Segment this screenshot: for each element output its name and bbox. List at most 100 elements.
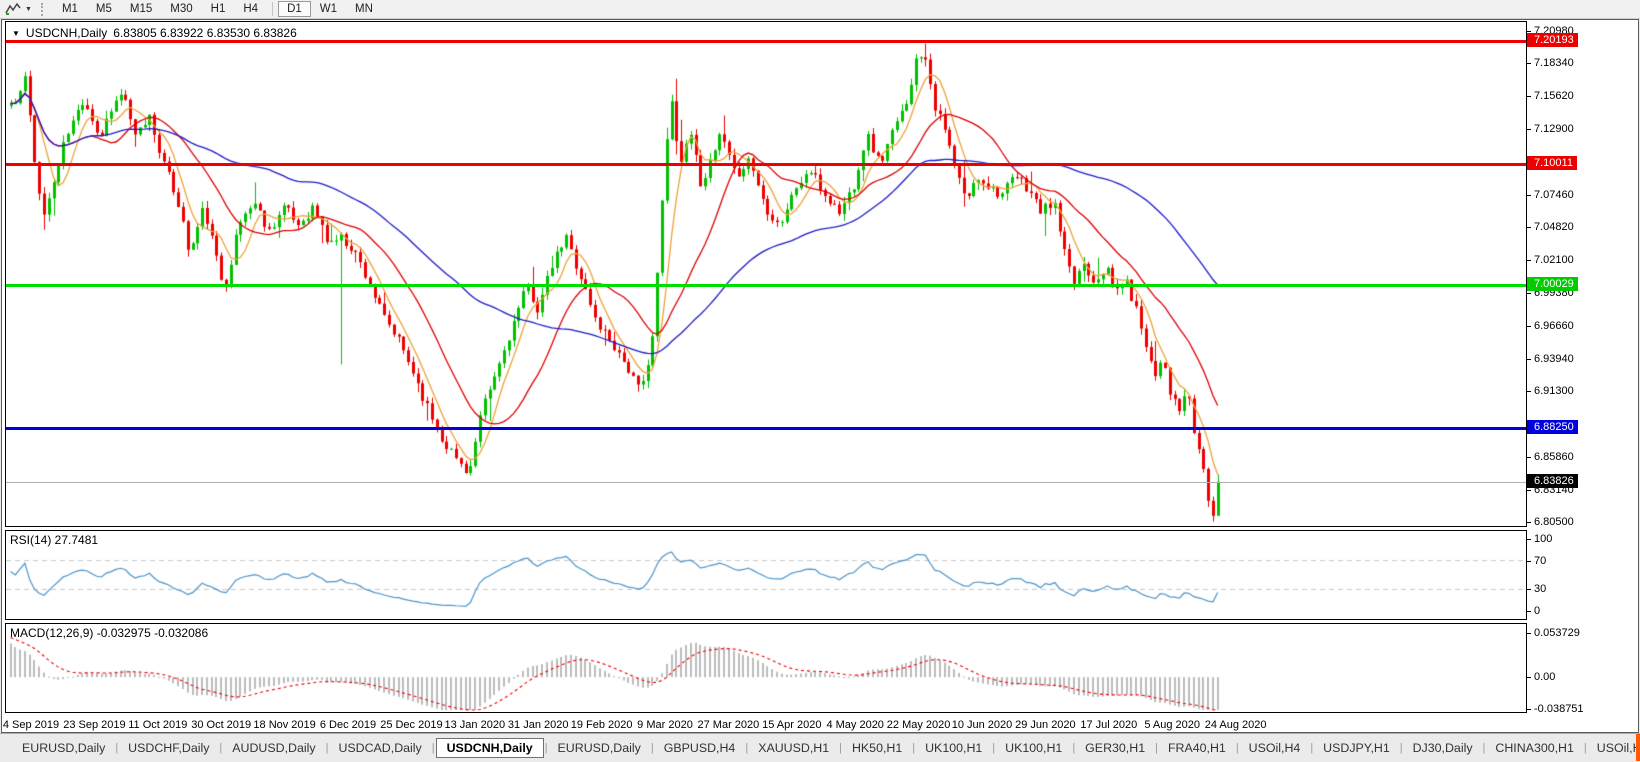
tab-usdcad-daily[interactable]: USDCAD,Daily (338, 741, 422, 755)
timeframe-button-m15[interactable]: M15 (129, 3, 153, 15)
price-tick-label: 7.18340 (1527, 56, 1574, 70)
tab-xauusd-h1[interactable]: XAUUSD,H1 (758, 741, 830, 755)
price-tick-label: 7.04820 (1527, 220, 1574, 234)
date-label: 11 Oct 2019 (128, 719, 188, 731)
date-label: 5 Aug 2020 (1144, 719, 1201, 731)
support-badge-blue: 6.88250 (1527, 420, 1578, 435)
tab-audusd-daily[interactable]: AUDUSD,Daily (232, 741, 316, 755)
tab-china300-h1[interactable]: CHINA300,H1 (1495, 741, 1574, 755)
tab-separator: | (1482, 742, 1486, 754)
tab-uk100-h1[interactable]: UK100,H1 (1005, 741, 1063, 755)
support-line-blue[interactable] (6, 427, 1526, 431)
resistance-line-2[interactable] (6, 163, 1526, 167)
tab-usdchf-daily[interactable]: USDCHF,Daily (128, 741, 210, 755)
support-badge-green: 7.00029 (1527, 277, 1578, 292)
tab-separator: | (912, 742, 916, 754)
macd-panel[interactable]: MACD(12,26,9) -0.032975 -0.032086 (5, 623, 1527, 713)
price-axis: 7.20980 7.18340 7.15620 7.12900 7.07460 7.048… (1527, 21, 1639, 529)
tab-gbpusd-h4[interactable]: GBPUSD,H4 (663, 741, 736, 755)
tab-uk100-h1[interactable]: UK100,H1 (925, 741, 983, 755)
date-label: 17 Jul 2020 (1080, 719, 1138, 731)
date-label: 9 Mar 2020 (637, 719, 693, 731)
date-label: 31 Jan 2020 (507, 719, 569, 731)
price-tick-label: 6.80500 (1527, 515, 1574, 529)
tab-hk50-h1[interactable]: HK50,H1 (851, 741, 903, 755)
chart-window: ▼ USDCNH,Daily 6.83805 6.83922 6.83530 6… (1, 19, 1639, 733)
current-price-badge: 6.83826 (1527, 473, 1578, 488)
tab-fra40-h1[interactable]: FRA40,H1 (1167, 741, 1226, 755)
rsi-tick-label: 30 (1527, 582, 1546, 596)
resistance-badge-2: 7.10011 (1527, 156, 1577, 171)
indicator-zigzag-icon[interactable] (5, 2, 21, 16)
date-label: 23 Sep 2019 (63, 719, 126, 731)
timeframe-button-d1[interactable]: D1 (278, 1, 311, 17)
date-label: 4 Sep 2019 (2, 719, 60, 731)
timeframe-button-h4[interactable]: H4 (243, 3, 259, 15)
rsi-tick-label: 70 (1527, 554, 1546, 568)
macd-tick-label: 0.00 (1527, 670, 1555, 684)
chart-title: ▼ USDCNH,Daily 6.83805 6.83922 6.83530 6… (12, 26, 297, 40)
tab-ger30-h1[interactable]: GER30,H1 (1085, 741, 1146, 755)
date-label: 18 Nov 2019 (253, 719, 316, 731)
price-tick-label: 7.07460 (1527, 188, 1574, 202)
tab-usdjpy-h1[interactable]: USDJPY,H1 (1323, 741, 1390, 755)
tab-bar: EURUSD,Daily | USDCHF,Daily | AUDUSD,Daily | U… (0, 733, 1640, 762)
rsi-label: RSI(14) 27.7481 (10, 533, 99, 547)
tab-usdcnh-daily[interactable]: USDCNH,Daily (435, 738, 544, 758)
tab-separator: | (1583, 742, 1587, 754)
timeframe-button-w1[interactable]: W1 (319, 3, 338, 15)
support-line-green[interactable] (6, 284, 1526, 288)
tab-separator: | (1235, 742, 1239, 754)
resistance-line-1[interactable] (6, 39, 1526, 43)
rsi-chart-canvas[interactable] (6, 531, 1526, 619)
tab-separator: | (325, 742, 329, 754)
timeframe-button-h1[interactable]: H1 (210, 3, 226, 15)
candlestick-chart-canvas[interactable] (6, 22, 1526, 526)
macd-tick-label: -0.038751 (1527, 702, 1584, 716)
date-label: 27 Mar 2020 (697, 719, 760, 731)
tab-eurusd-daily[interactable]: EURUSD,Daily (557, 741, 641, 755)
date-label: 30 Oct 2019 (191, 719, 252, 731)
date-label: 29 Jun 2020 (1015, 719, 1076, 731)
tab-dj30-daily[interactable]: DJ30,Daily (1412, 741, 1473, 755)
tab-bar-edge-strip (1636, 734, 1640, 761)
tab-usoil-h1[interactable]: USOil,H1 (1596, 741, 1640, 755)
price-tick-label: 7.02100 (1527, 253, 1574, 267)
tab-separator: | (431, 742, 435, 754)
rsi-tick-label: 100 (1527, 532, 1552, 546)
timeframe-button-m30[interactable]: M30 (170, 3, 193, 15)
price-tick-label: 6.91300 (1527, 384, 1574, 398)
date-label: 13 Jan 2020 (444, 719, 506, 731)
title-marker-icon[interactable]: ▼ (12, 28, 20, 38)
timeframe-button-m1[interactable]: M1 (61, 3, 78, 15)
rsi-tick-label: 0 (1527, 604, 1540, 618)
date-label: 19 Feb 2020 (570, 719, 633, 731)
tab-separator: | (544, 742, 548, 754)
toolbar-grip-handle[interactable] (40, 2, 45, 16)
tab-separator: | (1310, 742, 1314, 754)
chart-symbol-label: USDCNH,Daily (25, 26, 108, 40)
price-tick-label: 7.15620 (1527, 89, 1574, 103)
macd-tick-label: 0.053729 (1527, 626, 1580, 640)
tab-separator: | (219, 742, 223, 754)
rsi-panel[interactable]: RSI(14) 27.7481 (5, 530, 1527, 620)
date-label: 10 Jun 2020 (951, 719, 1013, 731)
timeframe-button-m5[interactable]: M5 (95, 3, 112, 15)
timeframe-button-mn[interactable]: MN (355, 3, 373, 15)
tab-separator: | (115, 742, 119, 754)
price-tick-label: 6.96660 (1527, 319, 1574, 333)
bid-price-line (6, 481, 1526, 483)
date-label: 25 Dec 2019 (380, 719, 443, 731)
tab-usoil-h4[interactable]: USOil,H4 (1248, 741, 1301, 755)
date-label: 15 Apr 2020 (762, 719, 822, 731)
toolbar: ▼ M1 M5 M15 M30 H1 H4 D1 W1 MN (0, 0, 1640, 19)
macd-chart-canvas[interactable] (6, 624, 1526, 712)
tab-eurusd-daily[interactable]: EURUSD,Daily (22, 741, 106, 755)
chart-tools-group[interactable]: ▼ (5, 2, 32, 16)
chevron-down-icon[interactable]: ▼ (25, 5, 32, 13)
toolbar-separator (272, 2, 274, 16)
resistance-badge-1: 7.20193 (1527, 32, 1578, 47)
price-tick-label: 6.85860 (1527, 450, 1574, 464)
main-chart-panel[interactable]: ▼ USDCNH,Daily 6.83805 6.83922 6.83530 6… (5, 21, 1527, 527)
